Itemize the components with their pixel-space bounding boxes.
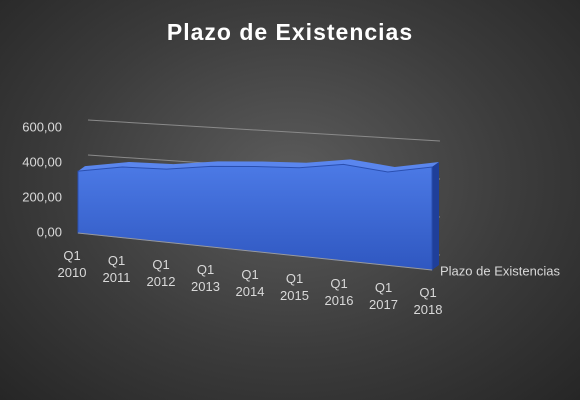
y-tick-label: 400,00 — [22, 154, 62, 169]
x-tick-label: Q1 2016 — [324, 275, 354, 308]
x-tick-label: Q1 2013 — [191, 261, 220, 294]
grid-line — [87, 119, 441, 142]
x-tick-label: Q1 2014 — [235, 266, 265, 299]
x-tick-label: Q1 2010 — [57, 248, 87, 280]
y-tick-label: 0,00 — [37, 224, 62, 239]
area-side — [432, 162, 439, 270]
x-tick-label: Q1 2017 — [369, 280, 398, 313]
x-axis-line — [77, 232, 433, 271]
y-tick-label: 600,00 — [22, 119, 62, 134]
x-tick-label: Q1 2012 — [146, 257, 176, 290]
x-tick-label: Q1 2018 — [413, 285, 443, 317]
y-tick-label: 200,00 — [22, 189, 62, 204]
x-tick-label: Q1 2015 — [280, 271, 309, 304]
chart-title: Plazo de Existencias — [167, 19, 413, 45]
x-tick-label: Q1 2011 — [102, 252, 131, 285]
series-axis-label: Plazo de Existencias — [440, 263, 560, 278]
